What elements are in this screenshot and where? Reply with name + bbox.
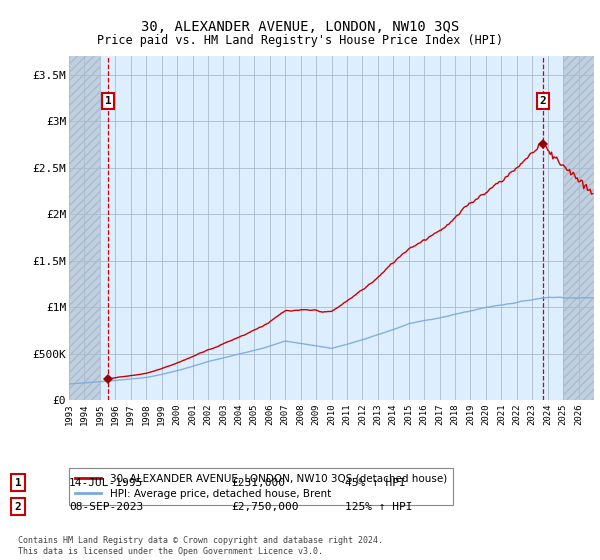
Text: £2,750,000: £2,750,000 — [231, 502, 299, 512]
Text: £231,000: £231,000 — [231, 478, 285, 488]
Text: 2: 2 — [14, 502, 22, 512]
Legend: 30, ALEXANDER AVENUE, LONDON, NW10 3QS (detached house), HPI: Average price, det: 30, ALEXANDER AVENUE, LONDON, NW10 3QS (… — [69, 468, 453, 505]
Text: Price paid vs. HM Land Registry's House Price Index (HPI): Price paid vs. HM Land Registry's House … — [97, 34, 503, 46]
Text: 14-JUL-1995: 14-JUL-1995 — [69, 478, 143, 488]
Text: 2: 2 — [539, 96, 546, 106]
Text: Contains HM Land Registry data © Crown copyright and database right 2024.
This d: Contains HM Land Registry data © Crown c… — [18, 536, 383, 556]
Text: 125% ↑ HPI: 125% ↑ HPI — [345, 502, 413, 512]
Text: 08-SEP-2023: 08-SEP-2023 — [69, 502, 143, 512]
Bar — [563, 56, 594, 400]
Text: 30, ALEXANDER AVENUE, LONDON, NW10 3QS: 30, ALEXANDER AVENUE, LONDON, NW10 3QS — [141, 20, 459, 34]
Text: 1: 1 — [14, 478, 22, 488]
Text: 45% ↑ HPI: 45% ↑ HPI — [345, 478, 406, 488]
Bar — [69, 56, 100, 400]
Text: 1: 1 — [105, 96, 112, 106]
